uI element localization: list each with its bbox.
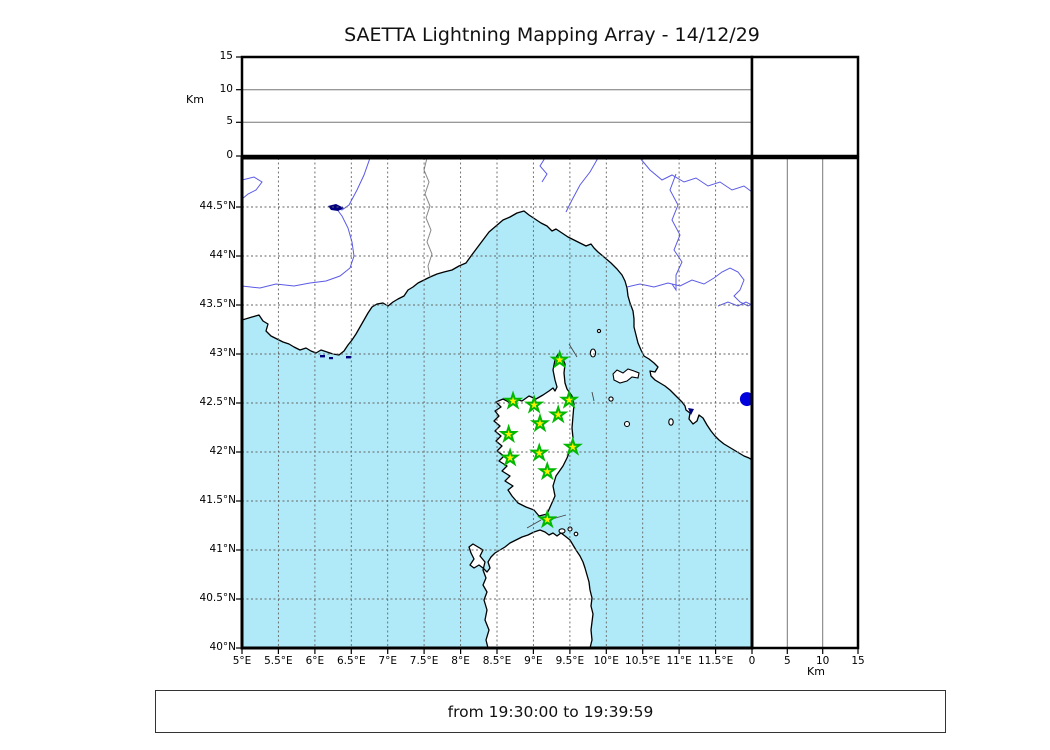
corner-panel: [750, 55, 860, 158]
map-axis-ticks: [236, 206, 717, 654]
station-star-marker: [529, 442, 550, 462]
alt-tick-label: 15: [219, 50, 233, 62]
lat-tick-label: 44°N: [209, 249, 236, 261]
lon-tick-label: 10°E: [593, 655, 619, 667]
lat-tick-label: 43°N: [209, 347, 236, 359]
station-star-marker: [548, 404, 569, 424]
lat-tick-label: 42°N: [209, 445, 236, 457]
corsica-coastline: [493, 353, 575, 517]
lon-tick-label: 6°E: [305, 655, 325, 667]
lon-tick-label: 11.5°E: [697, 655, 734, 667]
station-star-marker: [537, 460, 558, 481]
lightning-source-dot: [739, 392, 752, 407]
lon-tick-label: 8°E: [451, 655, 470, 667]
alt-tick-label: 15: [851, 655, 865, 667]
lat-tick-label: 43.5°N: [199, 298, 236, 310]
station-marker-layer: [498, 349, 583, 529]
lat-tick-label: 42.5°N: [199, 396, 236, 408]
station-star-marker: [537, 508, 558, 529]
lon-tick-label: 9°E: [524, 655, 543, 667]
time-range-box: from 19:30:00 to 19:39:59: [155, 690, 946, 733]
alt-axis-unit-right: Km: [807, 665, 825, 678]
lon-tick-label: 10.5°E: [625, 655, 661, 667]
alt-tick-label: 0: [748, 655, 756, 667]
small-islands: [558, 328, 674, 537]
alt-tick-label: 10: [816, 655, 830, 667]
lon-tick-label: 7°E: [378, 655, 397, 667]
map-graticule: [242, 158, 752, 648]
lon-tick-label: 5.5°E: [264, 655, 293, 667]
lon-tick-label: 6.5°E: [337, 655, 366, 667]
lat-tick-label: 40°N: [209, 641, 236, 653]
sardinia-coastline: [468, 529, 594, 648]
map-panel: [242, 158, 752, 648]
lat-tick-label: 41°N: [209, 543, 236, 555]
station-star-marker: [499, 447, 521, 467]
altitude-lon-panel-ticks: [236, 56, 242, 157]
station-star-marker: [524, 394, 545, 414]
altitude-lat-panel: [750, 156, 860, 654]
mainland-coastline: [242, 158, 752, 461]
alt-tick-label: 5: [226, 115, 233, 127]
station-star-marker: [562, 436, 583, 456]
country-border: [423, 158, 433, 278]
altitude-lon-panel: [236, 55, 754, 158]
station-star-marker: [529, 412, 551, 433]
alt-tick-label: 10: [219, 83, 233, 95]
lightning-source-layer: [739, 392, 752, 407]
lon-tick-label: 7.5°E: [409, 655, 439, 667]
page-title: SAETTA Lightning Mapping Array - 14/12/2…: [344, 24, 760, 46]
lon-tick-label: 11°E: [666, 655, 692, 667]
alt-tick-label: 5: [783, 655, 791, 667]
station-star-marker: [498, 423, 519, 444]
alt-tick-label: 0: [226, 149, 233, 161]
lon-tick-label: 8.5°E: [482, 655, 512, 667]
station-star-marker: [502, 390, 524, 410]
station-star-marker: [549, 349, 570, 369]
lat-tick-label: 40.5°N: [199, 592, 236, 604]
lat-tick-label: 41.5°N: [199, 494, 236, 506]
lon-tick-label: 5°E: [232, 655, 252, 667]
time-range-text: from 19:30:00 to 19:39:59: [447, 702, 654, 721]
lat-tick-label: 44.5°N: [199, 200, 236, 212]
alt-axis-unit-left: Km: [186, 93, 204, 106]
station-star-marker: [558, 389, 580, 409]
lon-tick-label: 9.5°E: [555, 655, 585, 667]
